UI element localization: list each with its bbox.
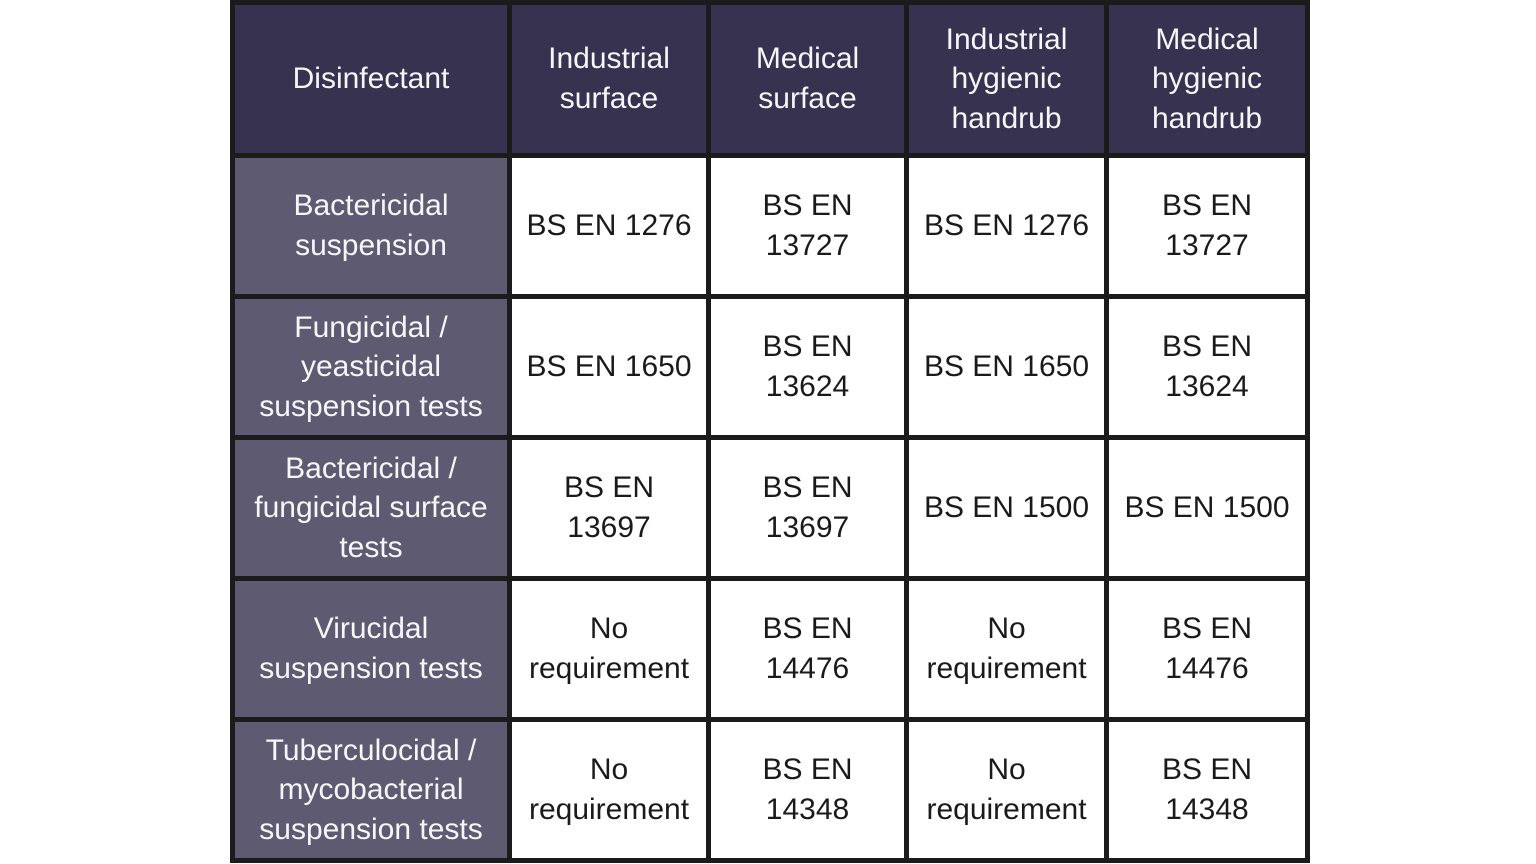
table-cell: BS EN 14348: [1104, 717, 1310, 863]
table-cell: BS EN 13727: [1104, 153, 1310, 299]
table-cell: BS EN 1500: [1104, 435, 1310, 581]
table-cell: BS EN 13697: [507, 435, 711, 581]
column-header-disinfectant: Disinfectant: [230, 0, 512, 158]
table-row-bactericidal-suspension: Bactericidal suspension BS EN 1276 BS EN…: [230, 153, 1310, 299]
table-row-fungicidal-yeasticidal: Fungicidal / yeasticidal suspension test…: [230, 294, 1310, 440]
table-cell: BS EN 13624: [706, 294, 909, 440]
table-cell: BS EN 14476: [706, 576, 909, 722]
table-cell: BS EN 14348: [706, 717, 909, 863]
table-cell: BS EN 13697: [706, 435, 909, 581]
table-row-bactericidal-fungicidal-surface: Bactericidal / fungicidal surface tests …: [230, 435, 1310, 581]
table-cell: BS EN 1650: [507, 294, 711, 440]
table-cell: BS EN 1650: [904, 294, 1109, 440]
table-cell: BS EN 1500: [904, 435, 1109, 581]
table-header-row: Disinfectant Industrial surface Medical …: [230, 0, 1310, 158]
table-row-virucidal-suspension: Virucidal suspension tests No requiremen…: [230, 576, 1310, 722]
column-header-industrial-surface: Industrial surface: [507, 0, 711, 158]
table-cell: No requirement: [507, 576, 711, 722]
disinfectant-standards-table: Disinfectant Industrial surface Medical …: [230, 0, 1310, 863]
table-row-tuberculocidal-mycobacterial: Tuberculocidal / mycobacterial suspensio…: [230, 717, 1310, 863]
table-cell: BS EN 14476: [1104, 576, 1310, 722]
table-cell: BS EN 13727: [706, 153, 909, 299]
row-header: Fungicidal / yeasticidal suspension test…: [230, 294, 512, 440]
row-header: Virucidal suspension tests: [230, 576, 512, 722]
row-header: Tuberculocidal / mycobacterial suspensio…: [230, 717, 512, 863]
row-header: Bactericidal suspension: [230, 153, 512, 299]
table-cell: BS EN 1276: [507, 153, 711, 299]
table-cell: No requirement: [507, 717, 711, 863]
table-cell: BS EN 1276: [904, 153, 1109, 299]
column-header-medical-surface: Medical surface: [706, 0, 909, 158]
column-header-industrial-hygienic-handrub: Industrial hygienic handrub: [904, 0, 1109, 158]
table-cell: No requirement: [904, 717, 1109, 863]
table-cell: BS EN 13624: [1104, 294, 1310, 440]
column-header-medical-hygienic-handrub: Medical hygienic handrub: [1104, 0, 1310, 158]
table-cell: No requirement: [904, 576, 1109, 722]
row-header: Bactericidal / fungicidal surface tests: [230, 435, 512, 581]
